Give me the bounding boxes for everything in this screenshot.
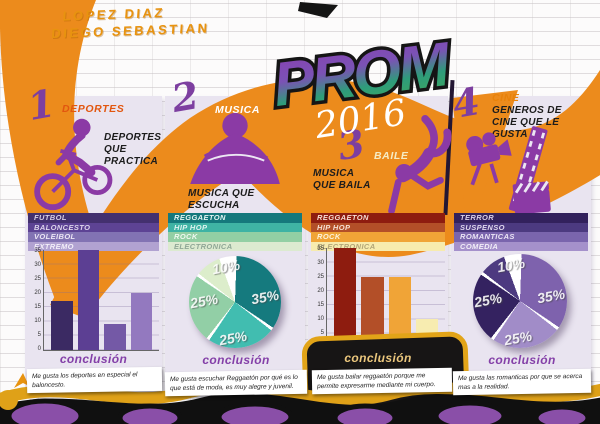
bar-voleibol [104,324,126,350]
y-tick-label: 5 [37,332,41,338]
legend-row-electronica: ELECTRONICA [168,241,302,251]
legend-musica: REGGAETON HIP HOP ROCK ELECTRONICA [168,213,302,251]
y-tick-label: 0 [37,346,41,352]
conclusion-label: conclusión [344,351,412,365]
legend-row-rock: ROCK [168,232,302,242]
breakdancer-icon [388,115,452,215]
bar-baloncesto [77,250,99,350]
section-tag-cine: CINE [492,92,520,104]
pie-label: 25% [502,327,534,349]
conclusion-note: Me gusta escuchar Reggaetón por qué es l… [164,369,308,397]
legend-deportes: FUTBOL BALONCESTO VOLEIBOL EXTREMO [28,213,159,251]
y-tick-label: 20 [34,290,41,296]
legend-row-terror: TERROR [454,213,588,223]
y-tick-label: 30 [34,262,41,268]
pie-label: 25% [218,327,249,349]
bars [44,250,159,350]
y-tick-label: 25 [317,274,324,280]
legend-row-hip-hop: HIP HOP [311,222,445,232]
conclusion-label: conclusión [59,352,128,366]
y-tick-label: 30 [317,260,324,266]
section-subtitle-musica: MUSICA QUE ESCUCHA [188,188,255,211]
y-axis: 35 30 25 20 15 10 5 0 [28,248,43,352]
legend-row-hip-hop: HIP HOP [168,222,302,232]
plot-area [43,250,159,351]
y-tick-label: 25 [34,276,41,282]
music-pie-chart: 35% 25% 25% 10% [189,256,281,348]
conclusion-label: conclusión [488,353,556,367]
conclusion-label: conclusión [202,353,270,367]
pie-label: 25% [472,289,504,310]
y-tick-label: 5 [320,330,324,336]
cinema-icon [466,126,551,215]
bar-reggaeton [334,248,357,348]
pie-label: 10% [495,254,526,276]
conclusion-note: Me gusta los deportes en especial el bal… [26,366,163,394]
pie-label: 35% [249,286,281,308]
legend-row-voleibol: VOLEIBOL [28,232,159,242]
legend-row-suspenso: SUSPENSO [454,222,588,232]
conclusion-note: Me gusta bailar reggaetón porque me perm… [311,367,453,395]
pie-label: 10% [210,256,242,278]
pie-label: 35% [535,285,567,307]
bar-extremo [130,292,152,350]
legend-row-comedia: COMEDIA [454,241,588,251]
legend-cine: TERROR SUSPENSO ROMANTICAS COMEDIA [454,213,588,251]
section-number-4: 4 [449,78,484,127]
y-tick-label: 20 [317,288,324,294]
legend-baile: REGGAETON HIP HOP ROCK ELECTRONICA [311,213,445,251]
bar-futbol [51,301,73,350]
author-names: LOPEZ DIAZ DIEGO SEBASTIAN [51,3,211,41]
legend-row-futbol: FUTBOL [28,213,159,223]
y-tick-label: 10 [317,316,324,322]
author-line-2: DIEGO SEBASTIAN [50,20,211,41]
y-tick-label: 15 [34,304,41,310]
legend-row-rock: ROCK [311,232,445,242]
legend-row-baloncesto: BALONCESTO [28,222,159,232]
y-tick-label: 15 [317,302,324,308]
y-tick-label: 10 [34,318,41,324]
pie-label: 25% [188,290,220,312]
legend-row-romanticas: ROMANTICAS [454,232,588,242]
y-tick-label: 35 [34,248,41,254]
section-subtitle-baile: MUSICA QUE BAILA [313,168,371,191]
listening-person-icon [190,112,280,185]
legend-row-reggaeton: REGGAETON [311,213,445,223]
sports-bar-chart: 35 30 25 20 15 10 5 0 [28,248,159,352]
cine-pie-chart: 35% 25% 25% 10% [473,254,567,348]
section-subtitle-deportes: DEPORTES QUE PRACTICA [104,132,162,167]
conclusion-note: Me gusta las romanticas por que se acerc… [452,368,592,396]
y-tick-label: 35 [317,246,324,252]
legend-row-reggaeton: REGGAETON [168,213,302,223]
